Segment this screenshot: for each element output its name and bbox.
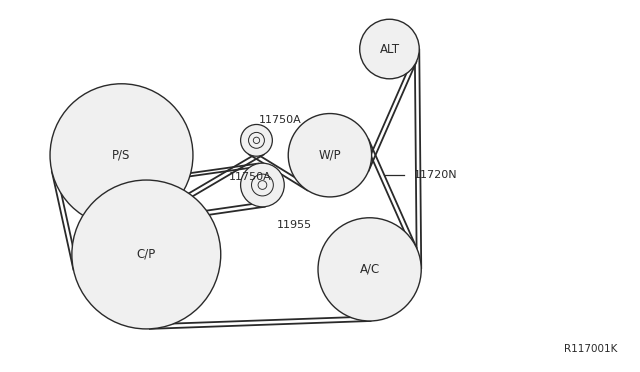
Text: A/C: A/C xyxy=(360,263,380,276)
Text: C/P: C/P xyxy=(137,248,156,261)
Circle shape xyxy=(288,113,372,197)
Text: R117001K: R117001K xyxy=(564,344,618,354)
Text: 11750A: 11750A xyxy=(259,115,301,125)
Text: 11955: 11955 xyxy=(277,220,312,230)
Circle shape xyxy=(241,125,273,156)
Circle shape xyxy=(360,19,419,79)
Text: W/P: W/P xyxy=(319,149,341,162)
Text: 11720N: 11720N xyxy=(414,170,458,180)
Circle shape xyxy=(248,132,264,148)
Text: 11750A: 11750A xyxy=(228,172,271,182)
Text: P/S: P/S xyxy=(112,149,131,162)
Circle shape xyxy=(318,218,421,321)
Circle shape xyxy=(72,180,221,329)
Circle shape xyxy=(258,181,267,189)
Circle shape xyxy=(253,137,260,144)
Circle shape xyxy=(50,84,193,227)
Text: ALT: ALT xyxy=(380,42,399,55)
Circle shape xyxy=(241,163,284,207)
Circle shape xyxy=(252,174,273,196)
